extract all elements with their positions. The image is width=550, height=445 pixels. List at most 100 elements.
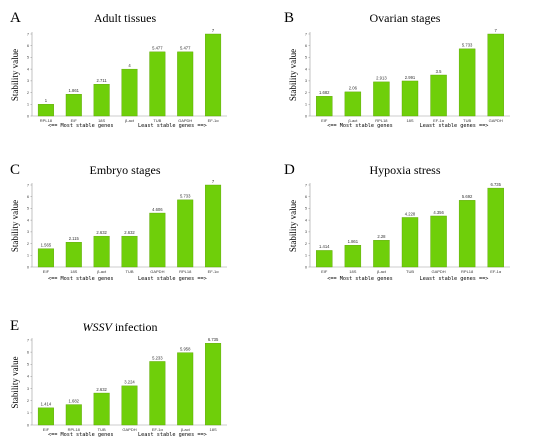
bar — [93, 392, 110, 426]
bar-value-label: 2.632 — [124, 230, 135, 235]
y-tick-label: 3 — [27, 79, 29, 83]
bar-value-label: 6.735 — [208, 337, 219, 342]
y-axis-label: Stability value — [288, 200, 298, 252]
y-tick-label: 5 — [27, 363, 29, 367]
panel-title: Adult tissues — [94, 11, 157, 25]
y-tick-label: 6 — [27, 195, 29, 199]
x-category-label: EF-1α — [208, 118, 220, 123]
y-tick-label: 0 — [305, 114, 307, 118]
bar — [316, 250, 333, 268]
bar-value-label: 1.861 — [69, 88, 80, 93]
y-tick-label: 7 — [305, 183, 307, 187]
bar — [487, 33, 504, 117]
bar-value-label: 1.414 — [41, 402, 52, 407]
y-tick-label: 3 — [27, 230, 29, 234]
x-category-label: GAPDH — [150, 269, 164, 274]
y-tick-label: 0 — [305, 265, 307, 269]
y-tick-label: 2 — [27, 399, 29, 403]
bar-value-label: 5.477 — [152, 46, 163, 51]
bar — [401, 80, 419, 117]
y-tick-label: 2 — [305, 91, 307, 95]
y-tick-label: 7 — [305, 32, 307, 36]
y-tick-label: 4 — [305, 67, 307, 71]
bar-value-label: 2.115 — [69, 236, 80, 241]
bar — [37, 104, 54, 117]
panel-letter: E — [10, 318, 19, 334]
panel-title-text: infection — [112, 320, 158, 334]
footer-most-stable: <== Most stable genes — [327, 123, 393, 129]
y-tick-label: 1 — [27, 254, 29, 258]
bar-value-label: 4.356 — [433, 210, 444, 215]
footer-least-stable: Least stable genes ==> — [420, 123, 489, 129]
x-category-label: GAPDH — [122, 427, 136, 432]
bar — [177, 352, 194, 426]
x-category-label: TUB — [98, 427, 106, 432]
y-tick-label: 2 — [27, 91, 29, 95]
y-tick-label: 4 — [27, 375, 29, 379]
y-tick-label: 2 — [305, 242, 307, 246]
y-tick-label: 5 — [27, 56, 29, 60]
x-category-label: EF-1α — [490, 269, 502, 274]
bar — [487, 187, 504, 268]
panel-letter: D — [284, 162, 295, 178]
y-tick-label: 7 — [27, 338, 29, 342]
y-tick-label: 5 — [305, 56, 307, 60]
footer-least-stable: Least stable genes ==> — [138, 276, 207, 282]
bar-value-label: 4 — [128, 63, 131, 68]
panel-title: WSSV infection — [83, 320, 158, 334]
bar-value-label: 5.958 — [180, 346, 191, 351]
bar-value-label: 1.861 — [348, 239, 359, 244]
bar-value-label: 2.913 — [376, 76, 387, 81]
y-tick-label: 6 — [305, 195, 307, 199]
x-category-label: RPL18 — [179, 269, 192, 274]
bar-value-label: 5.733 — [180, 194, 191, 199]
x-category-label: RPL18 — [40, 118, 53, 123]
x-category-label: 18S — [98, 118, 105, 123]
panel-title-text: Hypoxia stress — [370, 163, 441, 177]
y-tick-label: 0 — [27, 423, 29, 427]
panel-title: Hypoxia stress — [370, 163, 441, 177]
bar — [121, 68, 138, 117]
bar — [65, 242, 82, 268]
bar-value-label: 2.28 — [377, 234, 386, 239]
bar — [93, 235, 110, 268]
x-category-label: EIF — [43, 269, 50, 274]
x-category-label: TUB — [126, 269, 134, 274]
bar-value-label: 2.06 — [349, 86, 358, 91]
x-category-label: EF-1α — [433, 118, 445, 123]
bar-value-label: 3.224 — [124, 380, 135, 385]
bar-value-label: 1.565 — [41, 242, 52, 247]
bar — [65, 93, 82, 117]
bar-value-label: 1 — [45, 98, 48, 103]
bar — [65, 404, 82, 426]
y-tick-label: 5 — [27, 207, 29, 211]
y-tick-label: 6 — [27, 44, 29, 48]
y-tick-label: 5 — [305, 207, 307, 211]
x-category-label: TUB — [463, 118, 471, 123]
panel-title: Embryo stages — [90, 163, 161, 177]
bar — [149, 51, 166, 117]
x-category-label: GAPDH — [178, 118, 192, 123]
panel-title-italic: WSSV — [83, 320, 114, 334]
bar — [401, 217, 419, 268]
bar — [430, 74, 447, 117]
chart-panel-d: D Hypoxia stress Stability value 0 1 2 3 4 5 6 7 1.… — [284, 162, 510, 282]
bar — [373, 81, 390, 117]
x-category-label: TUB — [153, 118, 161, 123]
chart-panel-c: C Embryo stages Stability value 0 1 2 3 4 5 6 7 1.5… — [10, 162, 227, 282]
y-tick-label: 4 — [27, 67, 29, 71]
bar-value-label: 2.991 — [405, 75, 416, 80]
bar-value-label: 5.233 — [152, 355, 163, 360]
bar-value-label: 7 — [495, 28, 498, 33]
x-category-label: EIF — [321, 118, 328, 123]
x-category-label: 18S — [70, 269, 77, 274]
footer-most-stable: <== Most stable genes — [48, 123, 114, 129]
y-tick-label: 2 — [27, 242, 29, 246]
bar-value-label: 5.733 — [462, 43, 473, 48]
y-axis-label: Stability value — [10, 356, 20, 408]
x-category-label: EF-1α — [208, 269, 220, 274]
x-category-label: RPL18 — [68, 427, 81, 432]
x-category-label: 18S — [210, 427, 217, 432]
bar-value-label: 1.414 — [319, 244, 330, 249]
